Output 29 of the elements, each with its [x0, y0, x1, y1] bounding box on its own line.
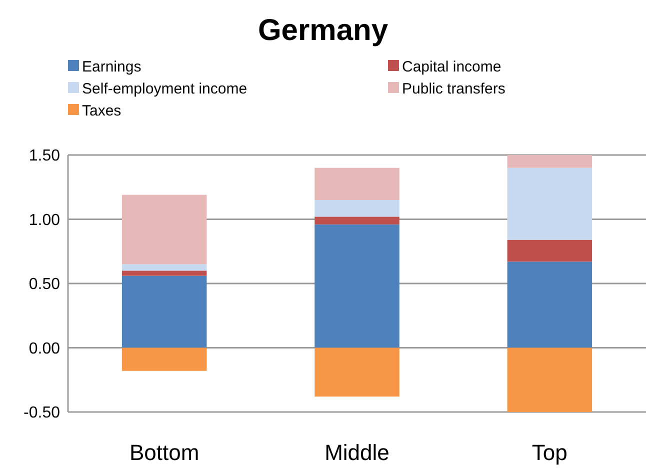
bar: [314, 224, 400, 348]
bar: [507, 240, 592, 262]
bar: [122, 270, 207, 276]
legend-label: Self-employment income: [82, 80, 248, 98]
legend-label: Earnings: [82, 58, 142, 76]
legend-label: Capital income: [402, 58, 502, 76]
bar: [507, 168, 592, 240]
bar: [122, 276, 207, 348]
legend-label: Public transfers: [402, 80, 506, 98]
bar: [122, 264, 207, 271]
bar: [507, 348, 592, 412]
y-tick-label: 0.50: [28, 276, 60, 294]
bar: [314, 200, 400, 217]
bar: [122, 348, 207, 371]
x-tick-label: Top: [532, 440, 568, 465]
y-tick-label: 1.50: [28, 148, 60, 165]
x-tick-label: Middle: [324, 440, 390, 465]
chart-title: Germany: [258, 14, 388, 47]
y-tick-label: 0.00: [28, 340, 60, 358]
bar: [507, 262, 592, 348]
bar: [507, 155, 592, 168]
x-tick-label: Bottom: [129, 440, 200, 465]
y-tick-label: 1.00: [28, 212, 60, 229]
bar: [314, 216, 400, 224]
y-tick-label: -0.50: [24, 404, 60, 422]
bar: [314, 168, 400, 200]
legend-label: Taxes: [82, 102, 122, 120]
bar: [122, 194, 207, 264]
bar: [314, 348, 400, 397]
